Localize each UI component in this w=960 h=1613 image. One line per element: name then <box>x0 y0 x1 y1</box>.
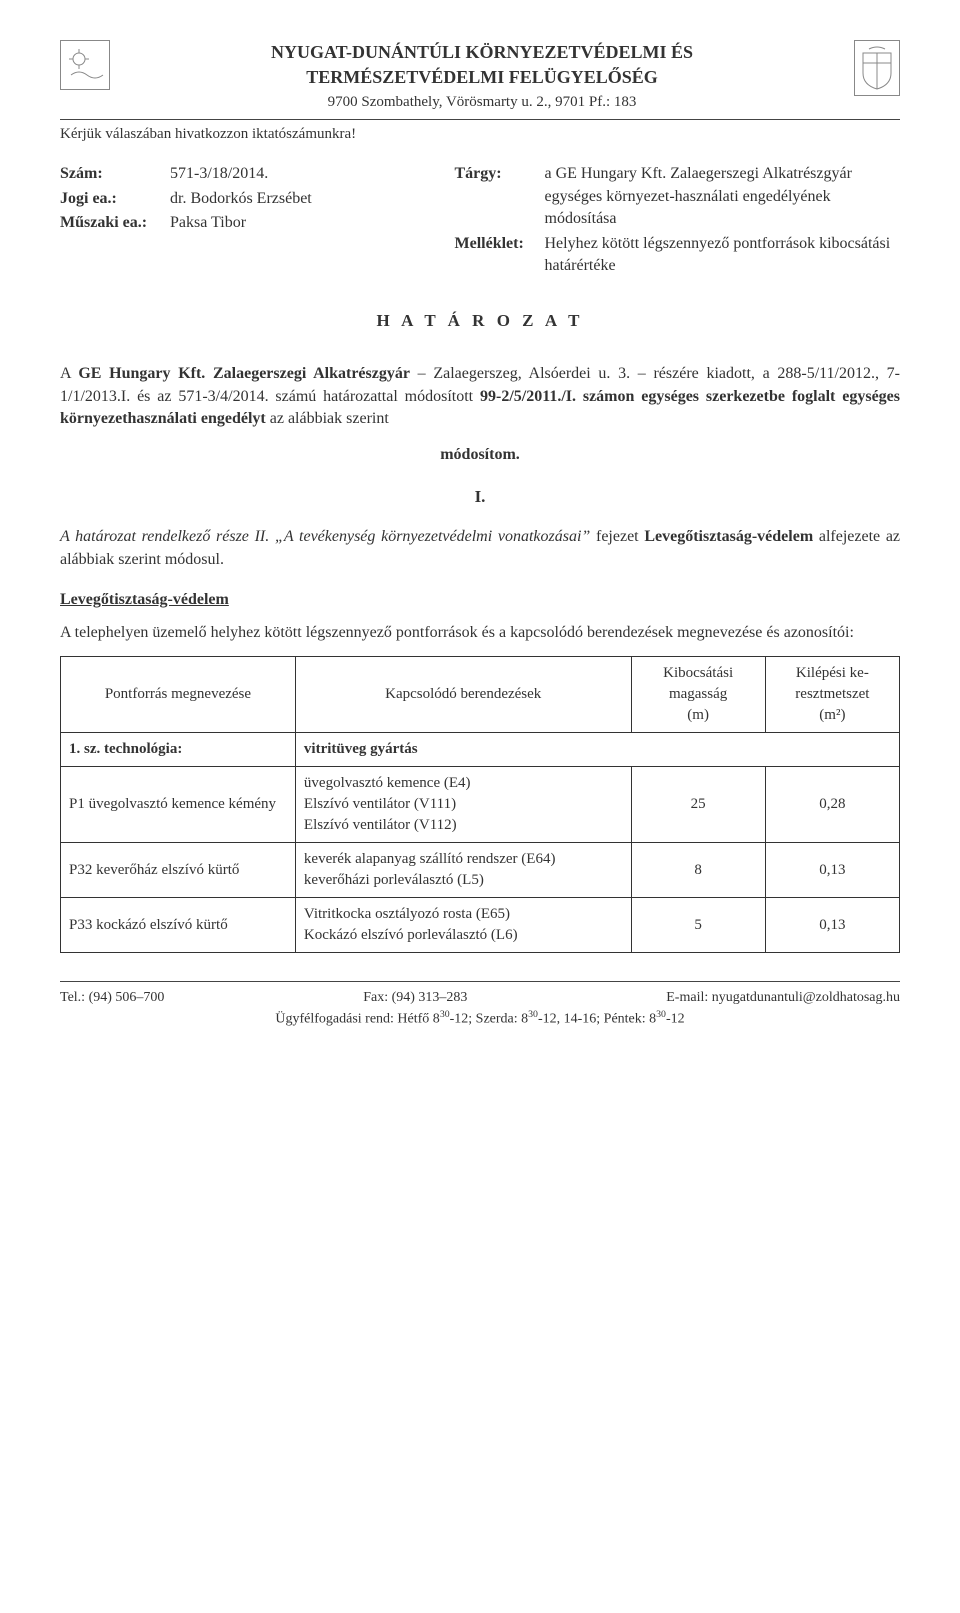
p1-pre: A <box>60 365 78 382</box>
row1-name: P32 keverőház elszívó kürtő <box>61 843 296 898</box>
p2-bold: Levegőtisztaság-védelem <box>644 528 813 545</box>
header-center: NYUGAT-DUNÁNTÚLI KÖRNYEZETVÉDELMI ÉS TER… <box>122 40 842 113</box>
footer-tel: Tel.: (94) 506–700 <box>60 988 164 1008</box>
muszaki-label: Műszaki ea.: <box>60 212 170 234</box>
col-devices: Kapcsolódó berendezések <box>295 657 631 733</box>
meta-right: Tárgy: a GE Hungary Kft. Zalaegerszegi A… <box>455 163 901 279</box>
p1-post: az alábbiak szerint <box>266 410 389 427</box>
hours-mid2: -12, 14-16; Péntek: 8 <box>538 1011 656 1026</box>
targy-value: a GE Hungary Kft. Zalaegerszegi Alkatrés… <box>545 163 901 230</box>
row0-area: 0,28 <box>765 767 899 843</box>
row0-devices: üvegolvasztó kemence (E4) Elszívó ventil… <box>295 767 631 843</box>
melleklet-value: Helyhez kötött légszennyező pontforrások… <box>545 233 901 278</box>
tel-label: Tel.: <box>60 990 89 1005</box>
table-row: P1 üvegolvasztó kemence kémény üvegolvas… <box>61 767 900 843</box>
footer: Tel.: (94) 506–700 Fax: (94) 313–283 E-m… <box>60 981 900 1029</box>
muszaki-value: Paksa Tibor <box>170 212 425 234</box>
row1-devices: keverék alapanyag szállító rendszer (E64… <box>295 843 631 898</box>
szam-label: Szám: <box>60 163 170 185</box>
hours-mid1: -12; Szerda: 8 <box>450 1011 529 1026</box>
meta-block: Szám: 571-3/18/2014. Jogi ea.: dr. Bodor… <box>60 163 900 279</box>
org-name-2: TERMÉSZETVÉDELMI FELÜGYELŐSÉG <box>122 65 842 90</box>
section-number: I. <box>60 485 900 509</box>
tel-value: (94) 506–700 <box>89 990 165 1005</box>
reference-line: Kérjük válaszában hivatkozzon iktatószám… <box>60 124 900 145</box>
email-value: nyugatdunantuli@zoldhatosag.hu <box>712 990 900 1005</box>
col4-l1: Kilépési ke- <box>796 665 869 681</box>
footer-line1: Tel.: (94) 506–700 Fax: (94) 313–283 E-m… <box>60 988 900 1008</box>
col3-l1: Kibocsátási <box>663 665 733 681</box>
col-height: Kibocsátási magasság (m) <box>631 657 765 733</box>
email-label: E-mail: <box>666 990 712 1005</box>
table-row: P33 kockázó elszívó kürtő Vitritkocka os… <box>61 898 900 953</box>
p2-pre: A határozat rendelkező része II. „A tevé… <box>60 528 596 545</box>
jogi-value: dr. Bodorkós Erzsébet <box>170 188 425 210</box>
coat-svg <box>859 45 895 91</box>
row1-area: 0,13 <box>765 843 899 898</box>
hatarozat-title: H A T Á R O Z A T <box>60 309 900 333</box>
footer-email: E-mail: nyugatdunantuli@zoldhatosag.hu <box>666 988 900 1008</box>
header-rule <box>60 119 900 120</box>
jogi-label: Jogi ea.: <box>60 188 170 210</box>
modositom: módosítom. <box>60 444 900 466</box>
row2-name: P33 kockázó elszívó kürtő <box>61 898 296 953</box>
org-address: 9700 Szombathely, Vörösmarty u. 2., 9701… <box>122 92 842 113</box>
col3-l2: magasság <box>669 686 727 702</box>
hours-sup3: 30 <box>656 1009 666 1020</box>
fax-label: Fax: <box>363 990 391 1005</box>
targy-label: Tárgy: <box>455 163 545 230</box>
col-source: Pontforrás megnevezése <box>61 657 296 733</box>
paragraph-1: A GE Hungary Kft. Zalaegerszegi Alkatrés… <box>60 363 900 430</box>
melleklet-label: Melléklet: <box>455 233 545 278</box>
tech-row: 1. sz. technológia: vitritüveg gyártás <box>61 733 900 767</box>
col-area: Kilépési ke- resztmetszet (m²) <box>765 657 899 733</box>
footer-fax: Fax: (94) 313–283 <box>363 988 467 1008</box>
row0-name: P1 üvegolvasztó kemence kémény <box>61 767 296 843</box>
row2-height: 5 <box>631 898 765 953</box>
coat-of-arms <box>854 40 900 96</box>
row2-devices: Vitritkocka osztályozó rosta (E65) Kocká… <box>295 898 631 953</box>
p1-bold1: GE Hungary Kft. Zalaegerszegi Alkatrészg… <box>78 365 410 382</box>
logo-svg <box>65 45 105 85</box>
paragraph-3: A telephelyen üzemelő helyhez kötött lég… <box>60 622 900 644</box>
org-name-1: NYUGAT-DUNÁNTÚLI KÖRNYEZETVÉDELMI ÉS <box>122 40 842 65</box>
hours-sup2: 30 <box>528 1009 538 1020</box>
footer-hours: Ügyfélfogadási rend: Hétfő 830-12; Szerd… <box>60 1008 900 1029</box>
hours-sup1: 30 <box>440 1009 450 1020</box>
row2-area: 0,13 <box>765 898 899 953</box>
document-header: NYUGAT-DUNÁNTÚLI KÖRNYEZETVÉDELMI ÉS TER… <box>60 40 900 113</box>
paragraph-2: A határozat rendelkező része II. „A tevé… <box>60 526 900 571</box>
col3-l3: (m) <box>687 707 709 723</box>
hours-pre: Ügyfélfogadási rend: Hétfő 8 <box>275 1011 439 1026</box>
szam-value: 571-3/18/2014. <box>170 163 425 185</box>
row0-height: 25 <box>631 767 765 843</box>
p2-mid: fejezet <box>596 528 644 545</box>
col4-l2: resztmetszet <box>795 686 869 702</box>
tech-label: 1. sz. technológia: <box>61 733 296 767</box>
fax-value: (94) 313–283 <box>392 990 468 1005</box>
hours-post: -12 <box>666 1011 685 1026</box>
subheading: Levegőtisztaság-védelem <box>60 589 900 611</box>
tech-value: vitritüveg gyártás <box>295 733 899 767</box>
table-header-row: Pontforrás megnevezése Kapcsolódó berend… <box>61 657 900 733</box>
sources-table: Pontforrás megnevezése Kapcsolódó berend… <box>60 656 900 953</box>
meta-left: Szám: 571-3/18/2014. Jogi ea.: dr. Bodor… <box>60 163 425 279</box>
row1-height: 8 <box>631 843 765 898</box>
table-row: P32 keverőház elszívó kürtő keverék alap… <box>61 843 900 898</box>
col4-l3: (m²) <box>819 707 845 723</box>
agency-logo <box>60 40 110 90</box>
